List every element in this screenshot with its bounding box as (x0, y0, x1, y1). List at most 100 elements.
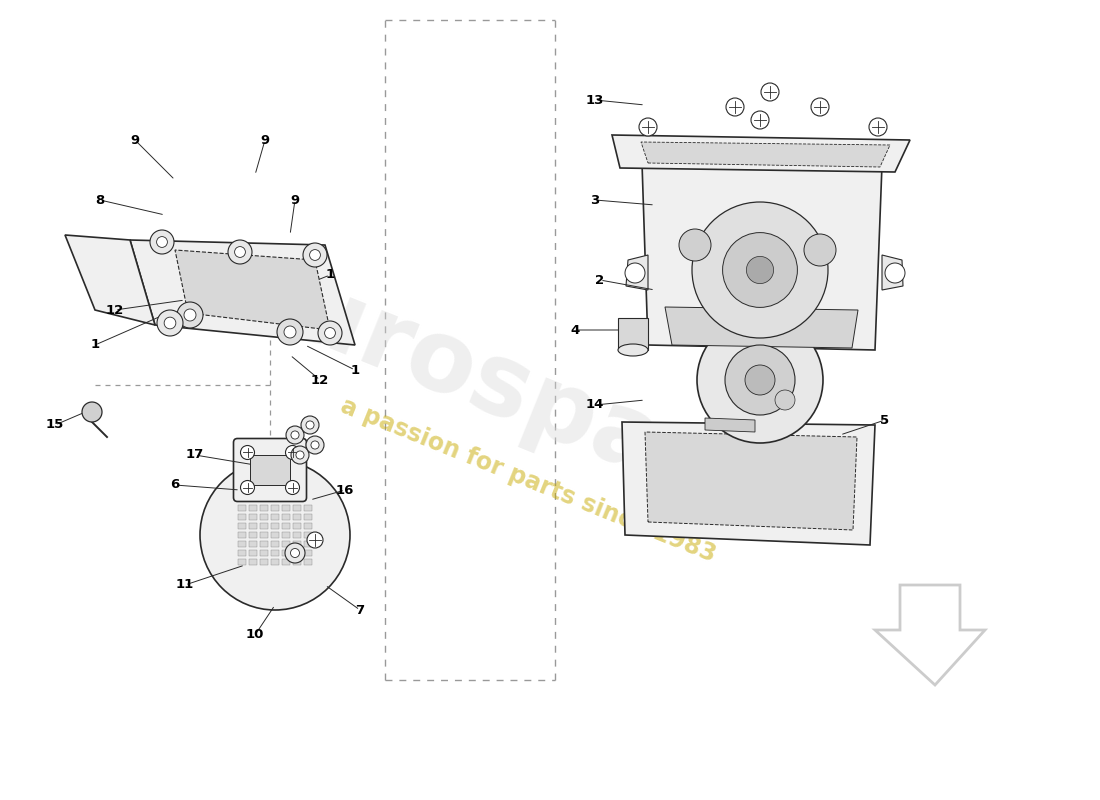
Text: 16: 16 (336, 483, 354, 497)
Polygon shape (612, 135, 910, 172)
Bar (238, 559, 246, 565)
Circle shape (228, 240, 252, 264)
Text: 11: 11 (176, 578, 194, 591)
Text: 5: 5 (880, 414, 890, 426)
Circle shape (241, 481, 254, 494)
Bar (282, 532, 290, 538)
Circle shape (285, 543, 305, 563)
Text: 3: 3 (591, 194, 600, 206)
Bar (304, 550, 312, 556)
Text: 9: 9 (131, 134, 140, 146)
Circle shape (324, 328, 336, 338)
Circle shape (290, 431, 299, 439)
Bar (260, 532, 268, 538)
Circle shape (302, 243, 327, 267)
Text: 9: 9 (290, 194, 299, 206)
Text: 13: 13 (586, 94, 604, 106)
Bar (238, 550, 246, 556)
Polygon shape (175, 250, 330, 330)
Bar (293, 514, 301, 520)
Text: 2: 2 (595, 274, 605, 286)
Circle shape (306, 421, 315, 429)
Circle shape (745, 365, 776, 395)
Circle shape (751, 111, 769, 129)
Circle shape (296, 451, 304, 459)
Circle shape (804, 234, 836, 266)
Bar (238, 541, 246, 547)
Bar (282, 541, 290, 547)
Polygon shape (641, 142, 890, 167)
Bar (304, 559, 312, 565)
Circle shape (723, 233, 798, 307)
Circle shape (692, 202, 828, 338)
Circle shape (200, 460, 350, 610)
Polygon shape (705, 418, 755, 432)
Circle shape (286, 446, 299, 459)
Circle shape (639, 118, 657, 136)
Circle shape (726, 98, 744, 116)
Circle shape (286, 481, 299, 494)
Text: 1: 1 (351, 363, 360, 377)
Bar (271, 559, 279, 565)
Bar (260, 514, 268, 520)
Bar (282, 559, 290, 565)
Polygon shape (626, 255, 648, 290)
Circle shape (679, 229, 711, 261)
Bar (293, 550, 301, 556)
Bar (282, 505, 290, 511)
Bar (304, 523, 312, 529)
Bar (293, 523, 301, 529)
Circle shape (811, 98, 829, 116)
Text: 1: 1 (326, 269, 334, 282)
Circle shape (241, 446, 254, 459)
Bar (250, 455, 290, 485)
Circle shape (886, 263, 905, 283)
Circle shape (869, 118, 887, 136)
Text: 14: 14 (586, 398, 604, 411)
Polygon shape (65, 235, 155, 325)
Circle shape (625, 263, 645, 283)
Circle shape (747, 256, 773, 284)
Bar (271, 523, 279, 529)
Circle shape (286, 426, 304, 444)
Text: 12: 12 (311, 374, 329, 386)
Circle shape (318, 321, 342, 345)
Bar (293, 541, 301, 547)
Text: a passion for parts since 1983: a passion for parts since 1983 (337, 394, 719, 566)
Bar (293, 532, 301, 538)
Text: 15: 15 (46, 418, 64, 431)
Polygon shape (645, 432, 857, 530)
Bar (304, 505, 312, 511)
Circle shape (292, 446, 309, 464)
Circle shape (234, 246, 245, 258)
Bar (271, 532, 279, 538)
Text: 8: 8 (96, 194, 104, 206)
Bar (271, 550, 279, 556)
Bar (618, 318, 648, 350)
Bar (238, 532, 246, 538)
Polygon shape (666, 307, 858, 348)
Circle shape (309, 250, 320, 261)
Bar (238, 523, 246, 529)
Bar (271, 514, 279, 520)
Text: 4: 4 (571, 323, 580, 337)
Bar (260, 550, 268, 556)
Circle shape (311, 441, 319, 449)
Bar (293, 559, 301, 565)
Bar (238, 514, 246, 520)
Bar (282, 550, 290, 556)
Text: 17: 17 (186, 449, 205, 462)
Circle shape (156, 237, 167, 247)
Polygon shape (642, 163, 882, 350)
Bar (260, 559, 268, 565)
Text: 10: 10 (245, 629, 264, 642)
Circle shape (150, 230, 174, 254)
Bar (271, 505, 279, 511)
Bar (249, 541, 257, 547)
Circle shape (306, 436, 324, 454)
Bar (282, 523, 290, 529)
Bar (249, 505, 257, 511)
Circle shape (725, 345, 795, 415)
Text: 6: 6 (170, 478, 179, 491)
Text: 7: 7 (355, 603, 364, 617)
